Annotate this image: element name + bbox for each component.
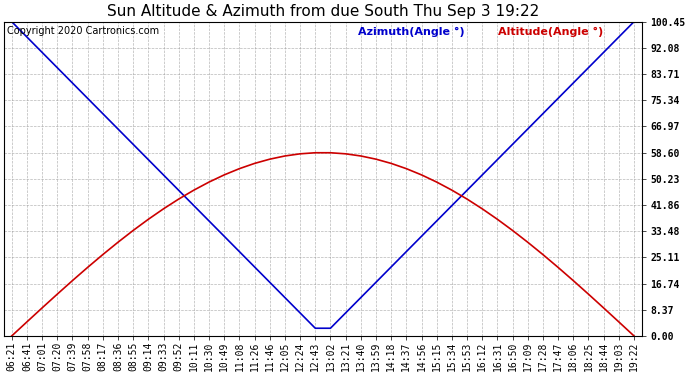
Text: Azimuth(Angle °): Azimuth(Angle °)	[358, 26, 464, 36]
Text: Copyright 2020 Cartronics.com: Copyright 2020 Cartronics.com	[8, 26, 159, 36]
Title: Sun Altitude & Azimuth from due South Thu Sep 3 19:22: Sun Altitude & Azimuth from due South Th…	[107, 4, 539, 19]
Text: Altitude(Angle °): Altitude(Angle °)	[498, 26, 603, 36]
